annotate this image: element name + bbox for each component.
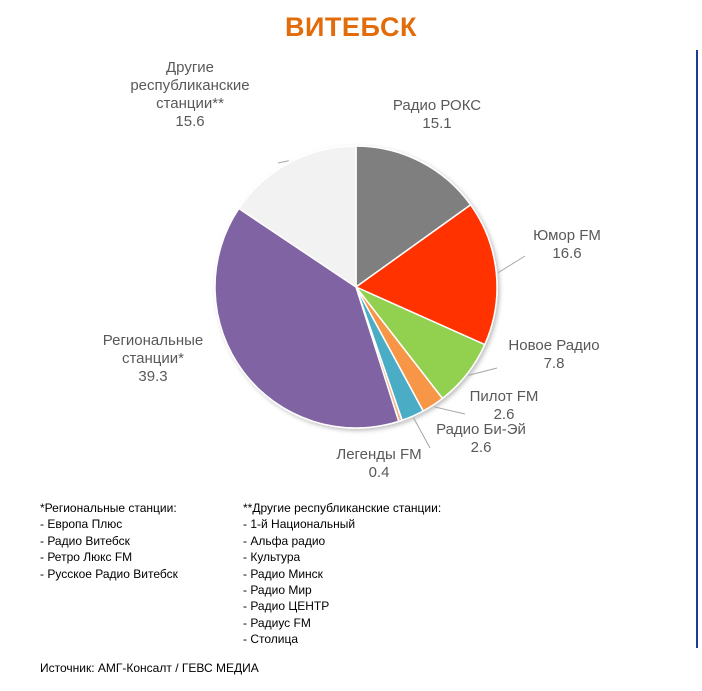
regional-note-item: - Радио Витебск <box>40 533 130 548</box>
leader-line <box>498 255 526 274</box>
leader-line <box>413 417 431 449</box>
leader-line <box>468 367 498 376</box>
pie-slice <box>354 203 498 346</box>
slice-value: 2.6 <box>494 406 515 423</box>
pie-slice <box>214 207 400 429</box>
slice-name: Радио РОКС <box>393 97 481 114</box>
other-note-item: - Культура <box>243 550 301 565</box>
slice-name: Юмор FM <box>533 227 601 244</box>
slice-value: 2.6 <box>471 439 492 456</box>
leader-lines <box>277 160 526 449</box>
divider-line <box>696 50 698 648</box>
slice-label: Легенды FM 0.4 <box>336 446 421 481</box>
regional-note-item: - Русское Радио Витебск <box>40 566 178 581</box>
slice-name: станции** <box>156 95 224 112</box>
slice-name: республиканские <box>130 77 249 94</box>
slice-name: станции* <box>122 350 184 367</box>
slice-name: Пилот FM <box>470 388 539 405</box>
other-note-item: - Радио Минск <box>243 566 323 581</box>
slice-name: Другие <box>166 59 214 76</box>
other-note-item: - Радио Мир <box>243 583 312 598</box>
slice-value: 16.6 <box>552 245 581 262</box>
other-stations-note: **Другие республиканские станции: - 1-й … <box>243 500 441 648</box>
slice-label: Другие республиканские станции** 15.6 <box>130 59 249 130</box>
slice-value: 15.6 <box>175 113 204 130</box>
slice-value: 39.3 <box>138 368 167 385</box>
other-note-item: - Столица <box>243 632 299 647</box>
slice-label: Пилот FM 2.6 <box>470 388 539 423</box>
slice-label: Юмор FM 16.6 <box>533 227 601 262</box>
slice-value: 0.4 <box>369 464 390 481</box>
other-note-item: - Альфа радио <box>243 533 326 548</box>
regional-note-item: - Ретро Люкс FM <box>40 550 133 565</box>
other-note-item: - Радиус FM <box>243 615 311 630</box>
pie-chart: Радио РОКС 15.1 Юмор FM 16.6 Новое Радио 7.8 П… <box>103 59 601 481</box>
leader-line <box>433 406 466 415</box>
slice-name: Новое Радио <box>508 337 599 354</box>
regional-note-item: - Европа Плюс <box>40 517 123 532</box>
slice-name: Региональные <box>103 332 203 349</box>
slice-label: Радио РОКС 15.1 <box>393 97 481 132</box>
page-title: ВИТЕБСК <box>285 12 417 42</box>
slice-label: Радио Би-Эй 2.6 <box>436 421 526 456</box>
slice-value: 15.1 <box>422 115 451 132</box>
slice-labels: Радио РОКС 15.1 Юмор FM 16.6 Новое Радио 7.8 П… <box>103 59 601 481</box>
source-note: Источник: АМГ-Консалт / ГЕВС МЕДИА <box>40 661 259 675</box>
pie-slice <box>355 145 472 289</box>
slice-name: Легенды FM <box>336 446 421 463</box>
pie-slice <box>237 145 357 289</box>
regional-stations-note: *Региональные станции: - Европа Плюс - Р… <box>40 500 178 582</box>
other-note-item: - Радио ЦЕНТР <box>243 599 330 614</box>
other-note-item: - 1-й Национальный <box>243 517 356 532</box>
regional-note-heading: *Региональные станции: <box>40 501 177 515</box>
pie-slices <box>214 145 498 429</box>
slice-name: Радио Би-Эй <box>436 421 526 438</box>
slice-value: 7.8 <box>544 355 565 372</box>
leader-line <box>277 160 289 164</box>
other-note-heading: **Другие республиканские станции: <box>243 501 442 515</box>
slice-label: Новое Радио 7.8 <box>508 337 599 372</box>
slice-label: Региональные станции* 39.3 <box>103 332 203 385</box>
